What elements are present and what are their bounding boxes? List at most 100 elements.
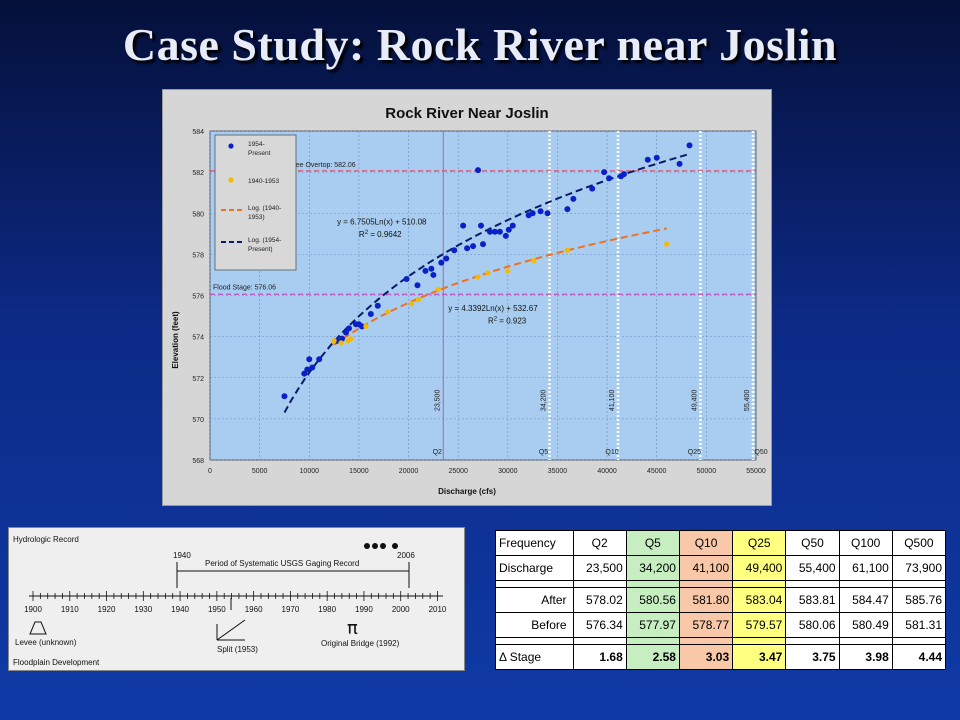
data-point-1940-1953 xyxy=(475,274,481,280)
header-cell: Frequency xyxy=(495,530,574,556)
legend-label: Present) xyxy=(248,246,273,253)
timeline-title: Hydrologic Record xyxy=(13,535,79,544)
table-row: Discharge 23,500 34,200 41,100 49,400 55… xyxy=(495,555,947,581)
table-cell: 3.75 xyxy=(785,644,840,670)
data-point-1954-present xyxy=(478,222,485,229)
row-label: Δ Stage xyxy=(495,644,574,670)
return-period-value: 23,500 xyxy=(434,390,441,412)
data-point-1940-1953 xyxy=(331,338,337,344)
table-header-row: Frequency Q2 Q5 Q10 Q25 Q50 Q100 Q500 xyxy=(495,530,947,556)
data-point-1954-present xyxy=(358,323,365,330)
chart-panel: Rock River Near Joslin 0 5000 10000 15000 20… xyxy=(162,89,772,506)
table-row: Before 576.34 577.97 578.77 579.57 580.0… xyxy=(495,612,947,638)
data-point-1954-present xyxy=(374,302,381,309)
data-point-1954-present xyxy=(304,366,311,373)
y-tick-label: 578 xyxy=(192,252,204,259)
data-point-1954-present xyxy=(601,169,608,176)
table-cell: 580.06 xyxy=(785,612,840,638)
table-cell: 2.58 xyxy=(625,644,680,670)
data-point-1954-present xyxy=(570,195,577,202)
x-tick-label: 40000 xyxy=(597,468,617,475)
data-point-1954-present xyxy=(345,325,352,332)
x-tick-label: 35000 xyxy=(548,468,568,475)
period-start-year: 1940 xyxy=(173,551,191,560)
table-cell: 1.68 xyxy=(572,644,627,670)
x-tick-label: 15000 xyxy=(349,468,369,475)
data-point-1954-present xyxy=(537,208,544,215)
table-cell: 583.81 xyxy=(785,587,840,613)
return-period-label: Q25 xyxy=(688,449,701,456)
chart-title: Rock River Near Joslin xyxy=(385,105,548,122)
data-point-1940-1953 xyxy=(531,257,537,264)
x-tick-label: 25000 xyxy=(448,468,468,475)
data-point-1954-present xyxy=(564,206,571,213)
table-cell: 73,900 xyxy=(891,555,947,581)
data-point-1954-present xyxy=(422,267,429,274)
table-cell: 583.04 xyxy=(732,587,787,613)
y-tick-label: 582 xyxy=(192,170,204,177)
data-point-1954-present xyxy=(403,276,410,283)
table-cell: 585.76 xyxy=(891,587,947,613)
equation-past: y = 4.3392Ln(x) + 532.67 xyxy=(448,304,538,313)
table-cell: 578.02 xyxy=(572,587,627,613)
bridge-icon: π xyxy=(347,618,358,639)
table-row: Δ Stage 1.68 2.58 3.03 3.47 3.75 3.98 4.… xyxy=(495,644,947,670)
header-cell: Q10 xyxy=(678,530,734,556)
x-axis-label: Discharge (cfs) xyxy=(438,487,496,496)
row-label: After xyxy=(495,587,574,613)
table-cell: 3.47 xyxy=(732,644,787,670)
levee-label: Levee (unknown) xyxy=(15,638,77,647)
split-label: Split (1953) xyxy=(217,645,258,654)
slide-title: Case Study: Rock River near Joslin xyxy=(122,19,838,70)
r2-present: R2 = 0.9642 xyxy=(359,230,402,239)
return-period-value: 34,200 xyxy=(541,390,548,412)
return-period-label: Q2 xyxy=(433,449,442,456)
header-cell: Q100 xyxy=(838,530,893,556)
timeline-year-label: 1940 xyxy=(171,605,189,614)
data-point-1954-present xyxy=(414,282,421,289)
frequency-table-panel: Frequency Q2 Q5 Q10 Q25 Q50 Q100 Q500 Di… xyxy=(495,530,947,670)
table-cell: 579.57 xyxy=(732,612,787,638)
data-point-1954-present xyxy=(606,175,613,182)
data-point-1954-present xyxy=(509,222,516,229)
data-point-1940-1953 xyxy=(564,247,570,253)
data-point-1954-present xyxy=(301,370,308,377)
row-label: Before xyxy=(495,612,574,638)
legend-box xyxy=(214,134,297,271)
bridge-label: Original Bridge (1992) xyxy=(321,639,400,648)
table-cell: 578.77 xyxy=(678,612,734,638)
x-tick-label: 20000 xyxy=(399,468,419,475)
data-point-1940-1953 xyxy=(485,270,491,276)
y-tick-label: 570 xyxy=(192,417,204,424)
row-label: Discharge xyxy=(495,555,574,581)
x-tick-label: 45000 xyxy=(647,468,667,475)
legend-marker xyxy=(228,177,234,183)
data-point-1954-present xyxy=(475,167,482,174)
table-row: After 578.02 580.56 581.80 583.04 583.81… xyxy=(495,587,947,613)
y-axis-label: Elevation (feet) xyxy=(171,311,180,369)
header-cell: Q500 xyxy=(891,530,947,556)
split-graph-icon xyxy=(216,619,246,641)
r2-past: R2 = 0.923 xyxy=(488,316,527,325)
table-cell: 580.49 xyxy=(838,612,893,638)
timeline-year-label: 1910 xyxy=(61,605,79,614)
return-period-label: Q10 xyxy=(605,449,618,456)
table-cell: 61,100 xyxy=(838,555,893,581)
data-point-1954-present xyxy=(486,228,493,235)
data-point-1954-present xyxy=(496,228,503,235)
data-point-1954-present xyxy=(653,154,660,161)
timeline-graphic: Hydrologic Record 1900 1910 1920 1930 1940 19… xyxy=(13,535,447,667)
data-point-1954-present xyxy=(620,171,627,178)
hydrologic-record-timeline: Hydrologic Record 1900 1910 1920 1930 1940 19… xyxy=(8,527,465,671)
y-tick-label: 580 xyxy=(192,211,204,218)
x-tick-label: 50000 xyxy=(697,468,717,475)
data-point-1940-1953 xyxy=(363,323,369,329)
data-point-1940-1953 xyxy=(385,309,391,315)
table-cell: 49,400 xyxy=(732,555,787,581)
levee-overtop-label: Levee Overtop: 582.06 xyxy=(284,162,355,169)
timeline-footer: Floodplain Development xyxy=(13,658,100,667)
data-point-1954-present xyxy=(544,210,551,217)
timeline-year-label: 1950 xyxy=(208,605,226,614)
timeline-year-label: 1930 xyxy=(134,605,152,614)
period-end-year: 2006 xyxy=(397,551,415,560)
